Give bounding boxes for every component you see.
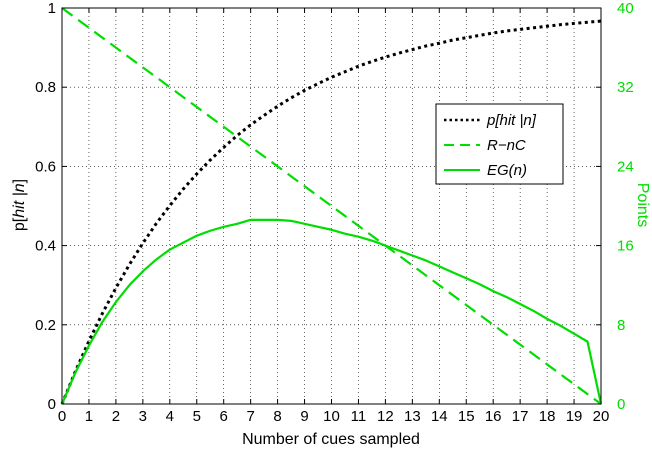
series-r-nc bbox=[61, 7, 602, 405]
y-axis-left-title-italic: hit |n bbox=[11, 183, 28, 218]
y-left-tick-label: 0.8 bbox=[35, 79, 56, 96]
x-tick-label: 7 bbox=[246, 408, 254, 425]
x-tick-label: 18 bbox=[539, 408, 556, 425]
x-tick-label: 10 bbox=[323, 408, 340, 425]
x-tick-label: 4 bbox=[166, 408, 174, 425]
x-axis-title: Number of cues sampled bbox=[242, 431, 420, 448]
x-tick-label: 15 bbox=[458, 408, 475, 425]
y-axis-left-title-post: ] bbox=[11, 179, 28, 183]
x-tick-label: 13 bbox=[404, 408, 421, 425]
x-tick-label: 16 bbox=[485, 408, 502, 425]
y-right-tick-label: 0 bbox=[617, 396, 625, 413]
x-tick-label: 0 bbox=[58, 408, 66, 425]
y-right-tick-label: 16 bbox=[617, 238, 634, 255]
legend-label-p-hit: p[hit |n] bbox=[486, 112, 537, 129]
series-layer bbox=[60, 7, 603, 405]
x-tick-label: 11 bbox=[351, 408, 367, 425]
x-tick-label: 2 bbox=[112, 408, 120, 425]
y-axis-right-title: Points bbox=[634, 183, 651, 227]
y-right-tick-label: 32 bbox=[617, 79, 634, 96]
legend: p[hit |n] R−nC EG(n) bbox=[435, 103, 564, 185]
y-right-tick-label: 24 bbox=[617, 158, 634, 175]
x-tick-label: 6 bbox=[220, 408, 228, 425]
x-tick-label: 9 bbox=[300, 408, 308, 425]
x-tick-label: 19 bbox=[566, 408, 583, 425]
y-left-tick-label: 0 bbox=[48, 396, 56, 413]
series-p-hit bbox=[60, 19, 602, 405]
y-axis-left-title: p[hit |n] bbox=[11, 179, 28, 231]
x-tick-label: 17 bbox=[512, 408, 529, 425]
y-left-tick-label: 0.2 bbox=[35, 317, 56, 334]
y-right-tick-label: 40 bbox=[617, 0, 634, 17]
x-tick-label: 1 bbox=[85, 408, 93, 425]
y-left-tick-label: 1 bbox=[48, 0, 56, 17]
x-axis: 0 1 2 3 4 5 6 7 8 9 10 11 12 13 14 15 16 17 18 19 20 bbox=[58, 8, 610, 425]
y-axis-left: 0 0.2 0.4 0.6 0.8 1 bbox=[35, 0, 67, 413]
x-tick-label: 3 bbox=[139, 408, 147, 425]
x-tick-label: 20 bbox=[593, 408, 610, 425]
y-right-tick-label: 8 bbox=[617, 317, 625, 334]
y-axis-right: 0 8 16 24 32 40 bbox=[596, 0, 634, 413]
legend-label-eg: EG(n) bbox=[487, 162, 527, 179]
y-left-tick-label: 0.6 bbox=[35, 158, 56, 175]
x-tick-label: 8 bbox=[273, 408, 281, 425]
x-tick-label: 12 bbox=[377, 408, 394, 425]
y-left-tick-label: 0.4 bbox=[35, 238, 56, 255]
x-tick-label: 5 bbox=[193, 408, 201, 425]
legend-label-r-nc: R−nC bbox=[487, 137, 526, 154]
y-axis-left-title-pre: p[ bbox=[11, 217, 28, 231]
series-eg bbox=[60, 218, 603, 405]
x-tick-label: 14 bbox=[431, 408, 448, 425]
